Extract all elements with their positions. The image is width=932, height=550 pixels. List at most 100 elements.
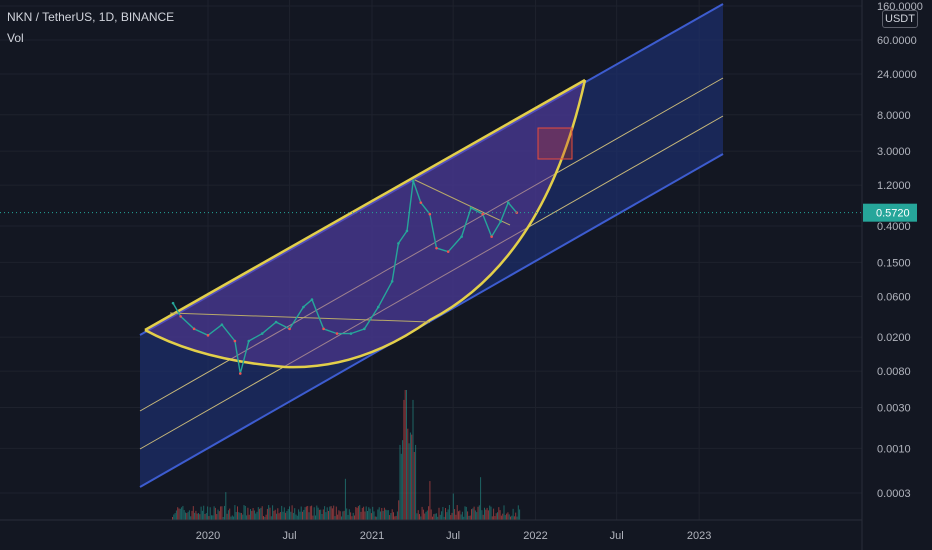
volume-bar [250,509,251,520]
volume-bar [416,513,418,520]
volume-bar [348,509,350,520]
volume-bar [360,511,362,520]
volume-bar [242,514,244,520]
volume-bar [511,515,513,520]
volume-bar [175,510,177,520]
volume-bar [292,512,294,520]
volume-bar [196,513,198,520]
volume-bar [291,505,293,520]
price-point [481,212,484,216]
price-point [179,315,182,318]
volume-bar [495,513,497,520]
volume-bar [185,512,186,520]
volume-bar [268,505,270,520]
volume-bar [320,509,322,520]
volume-bar [435,513,437,520]
volume-bar [207,506,209,520]
volume-bar [463,516,465,520]
volume-bar [208,516,210,520]
indicator-label[interactable]: Vol [7,31,24,45]
volume-bar [216,514,218,520]
y-tick-label: 3.0000 [877,146,911,158]
currency-badge[interactable]: USDT [882,10,918,28]
volume-bar [387,510,389,520]
volume-bar [188,510,190,520]
volume-bar [409,432,411,520]
volume-bar [199,514,201,520]
volume-bar [279,512,281,520]
volume-bar [403,399,405,520]
volume-bar [441,511,443,520]
channel-quarter-line [139,115,724,450]
volume-bar [491,516,493,520]
volume-bar [218,511,220,520]
price-point [322,327,325,331]
volume-bar [324,506,326,520]
volume-bar [399,444,401,520]
volume-bar [408,443,410,520]
volume-bar [356,507,358,520]
volume-bar [285,512,287,520]
y-tick-label: 0.0003 [877,488,911,500]
volume-bar [503,505,505,520]
volume-bar [194,512,196,520]
volume-bar [515,512,517,520]
volume-bar [460,514,462,520]
volume-bar [259,508,261,520]
volume-bar [178,508,180,520]
volume-bar [272,505,274,520]
y-tick-label: 60.0000 [877,35,917,47]
volume-bar [335,506,337,520]
volume-bar [498,507,500,520]
x-tick-label: 2022 [523,530,547,542]
volume-bar [234,505,236,520]
volume-bar [407,428,409,520]
volume-bar [298,509,300,520]
volume-bar [230,516,232,520]
last-price-tag [863,203,917,222]
last-price-label: 0.5720 [876,208,910,220]
volume-bar [287,509,289,520]
volume-bar [342,511,344,520]
target-box [537,127,573,160]
volume-bar [214,507,216,520]
volume-bar [472,508,474,520]
volume-bar [211,515,212,520]
volume-bar [506,513,508,520]
volume-bar [378,507,380,520]
volume-bar [269,507,271,520]
volume-bar [490,506,492,520]
volume-bar [480,477,482,520]
volume-bar [331,508,333,520]
price-series [0,179,862,375]
volume-bar [481,510,483,520]
y-tick-label: 0.0600 [877,291,911,303]
x-tick-label: 2021 [360,530,384,542]
volume-bar [382,511,384,520]
volume-bar [456,505,458,520]
volume-bar [442,506,444,520]
volume-bar [357,506,359,520]
volume-bar [274,509,276,520]
volume-bar [500,515,502,520]
volume-bar [411,434,413,520]
volume-bar [265,514,267,520]
volume-bar [487,510,489,520]
volume-bar [381,507,383,520]
price-point [274,320,278,324]
price-point [171,301,175,305]
volume-bar [286,511,288,520]
volume-bar [355,506,357,520]
volume-bar [419,514,420,520]
volume-bar [354,515,355,520]
volume-bar [393,512,394,520]
volume-bar [363,506,365,520]
y-tick-label: 0.0200 [877,332,911,344]
volume-bar [430,509,432,520]
volume-bar [256,511,258,520]
volume-bar [248,514,250,520]
volume-bar [451,512,453,520]
volume-bar [376,516,378,520]
volume-bar [420,516,422,520]
